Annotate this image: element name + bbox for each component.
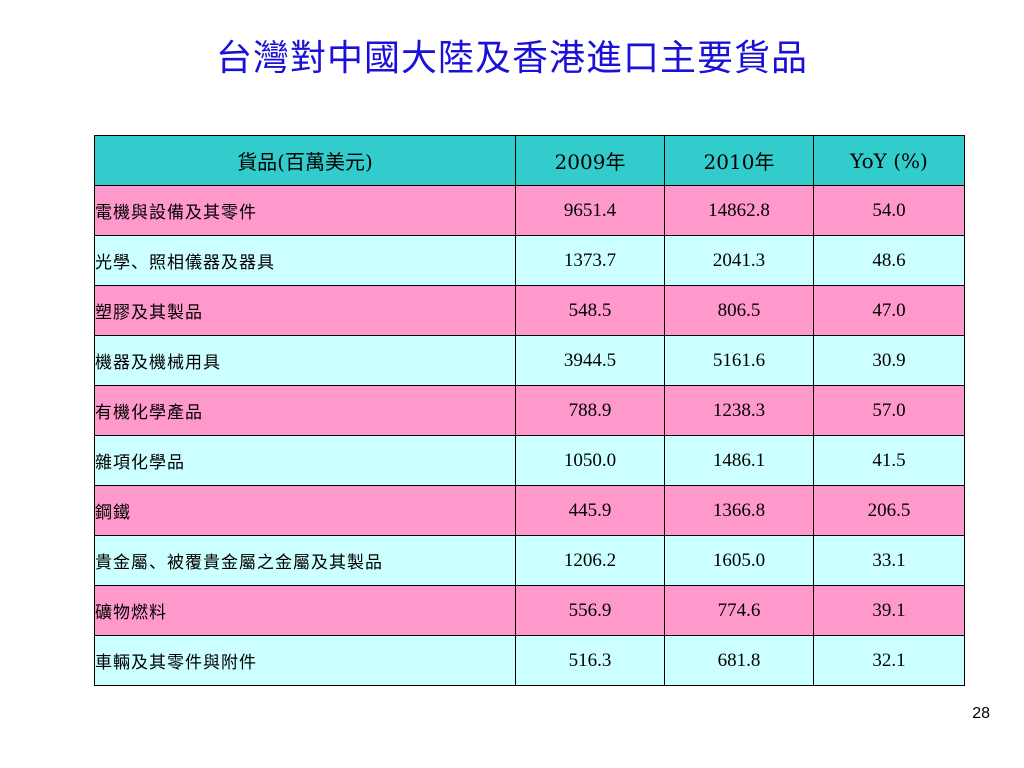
value-2010-cell: 14862.8 bbox=[664, 185, 814, 236]
goods-name-cell: 電機與設備及其零件 bbox=[94, 185, 516, 236]
value-2010-cell: 1605.0 bbox=[664, 535, 814, 586]
value-2009-cell: 556.9 bbox=[515, 585, 665, 636]
goods-name-cell: 車輛及其零件與附件 bbox=[94, 635, 516, 686]
table-row: 塑膠及其製品 548.5 806.5 47.0 bbox=[94, 285, 965, 336]
header-2010: 2010年 bbox=[664, 135, 814, 186]
goods-name-cell: 光學、照相儀器及器具 bbox=[94, 235, 516, 286]
yoy-cell: 48.6 bbox=[813, 235, 965, 286]
page-number: 28 bbox=[972, 705, 990, 722]
slide-title: 台灣對中國大陸及香港進口主要貨品 bbox=[215, 38, 808, 79]
value-2010-cell: 5161.6 bbox=[664, 335, 814, 386]
yoy-cell: 57.0 bbox=[813, 385, 965, 436]
value-2010-cell: 1366.8 bbox=[664, 485, 814, 536]
value-2010-cell: 681.8 bbox=[664, 635, 814, 686]
header-yoy: YoY (%) bbox=[813, 135, 965, 186]
yoy-cell: 39.1 bbox=[813, 585, 965, 636]
goods-name-cell: 有機化學產品 bbox=[94, 385, 516, 436]
header-goods: 貨品(百萬美元) bbox=[94, 135, 516, 186]
goods-name-cell: 塑膠及其製品 bbox=[94, 285, 516, 336]
yoy-cell: 30.9 bbox=[813, 335, 965, 386]
header-2009: 2009年 bbox=[515, 135, 665, 186]
table-row: 礦物燃料 556.9 774.6 39.1 bbox=[94, 585, 965, 636]
yoy-cell: 32.1 bbox=[813, 635, 965, 686]
table-row: 光學、照相儀器及器具 1373.7 2041.3 48.6 bbox=[94, 235, 965, 286]
yoy-cell: 54.0 bbox=[813, 185, 965, 236]
value-2010-cell: 774.6 bbox=[664, 585, 814, 636]
goods-name-cell: 鋼鐵 bbox=[94, 485, 516, 536]
goods-name-cell: 貴金屬、被覆貴金屬之金屬及其製品 bbox=[94, 535, 516, 586]
imports-table: 貨品(百萬美元) 2009年 2010年 YoY (%) 電機與設備及其零件 9… bbox=[94, 135, 965, 686]
table-row: 車輛及其零件與附件 516.3 681.8 32.1 bbox=[94, 635, 965, 686]
value-2009-cell: 548.5 bbox=[515, 285, 665, 336]
yoy-cell: 33.1 bbox=[813, 535, 965, 586]
value-2010-cell: 806.5 bbox=[664, 285, 814, 336]
value-2009-cell: 9651.4 bbox=[515, 185, 665, 236]
value-2009-cell: 516.3 bbox=[515, 635, 665, 686]
value-2009-cell: 1050.0 bbox=[515, 435, 665, 486]
value-2010-cell: 1486.1 bbox=[664, 435, 814, 486]
value-2010-cell: 2041.3 bbox=[664, 235, 814, 286]
goods-name-cell: 機器及機械用具 bbox=[94, 335, 516, 386]
value-2009-cell: 1373.7 bbox=[515, 235, 665, 286]
value-2009-cell: 1206.2 bbox=[515, 535, 665, 586]
yoy-cell: 47.0 bbox=[813, 285, 965, 336]
table-row: 貴金屬、被覆貴金屬之金屬及其製品 1206.2 1605.0 33.1 bbox=[94, 535, 965, 586]
yoy-cell: 206.5 bbox=[813, 485, 965, 536]
value-2009-cell: 445.9 bbox=[515, 485, 665, 536]
table-row: 鋼鐵 445.9 1366.8 206.5 bbox=[94, 485, 965, 536]
table-row: 電機與設備及其零件 9651.4 14862.8 54.0 bbox=[94, 185, 965, 236]
yoy-cell: 41.5 bbox=[813, 435, 965, 486]
table-row: 機器及機械用具 3944.5 5161.6 30.9 bbox=[94, 335, 965, 386]
table-row: 有機化學產品 788.9 1238.3 57.0 bbox=[94, 385, 965, 436]
table-header-row: 貨品(百萬美元) 2009年 2010年 YoY (%) bbox=[94, 135, 965, 186]
goods-name-cell: 礦物燃料 bbox=[94, 585, 516, 636]
goods-name-cell: 雜項化學品 bbox=[94, 435, 516, 486]
value-2009-cell: 788.9 bbox=[515, 385, 665, 436]
value-2010-cell: 1238.3 bbox=[664, 385, 814, 436]
table-row: 雜項化學品 1050.0 1486.1 41.5 bbox=[94, 435, 965, 486]
value-2009-cell: 3944.5 bbox=[515, 335, 665, 386]
